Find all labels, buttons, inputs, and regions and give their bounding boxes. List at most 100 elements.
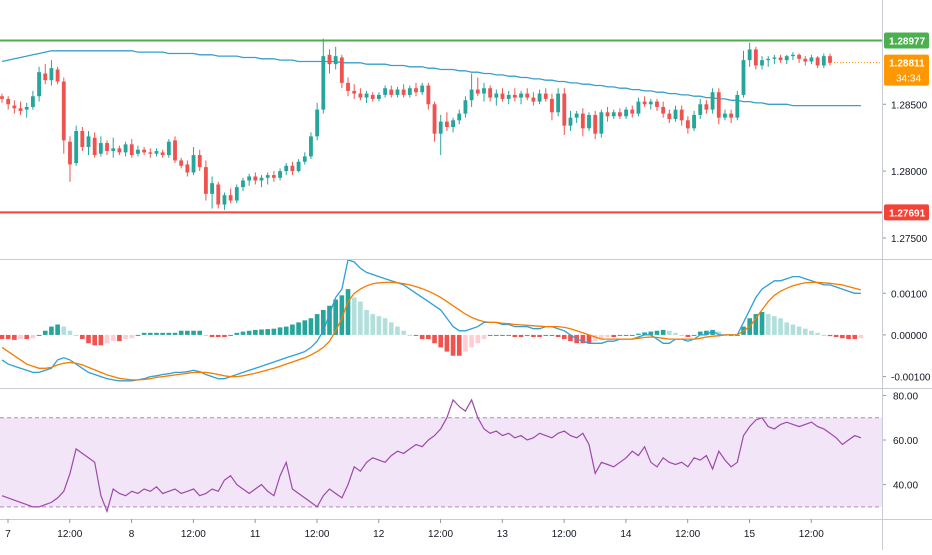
candle[interactable] <box>339 54 344 89</box>
candle[interactable] <box>123 141 128 157</box>
candle[interactable] <box>667 109 672 123</box>
candle[interactable] <box>494 89 499 106</box>
candle[interactable] <box>797 53 802 63</box>
candle[interactable] <box>685 116 690 134</box>
candle[interactable] <box>605 106 610 122</box>
candle[interactable] <box>444 112 449 131</box>
candle[interactable] <box>98 136 103 157</box>
candle[interactable] <box>43 64 48 85</box>
candle[interactable] <box>673 105 678 122</box>
candle[interactable] <box>278 168 282 181</box>
candle[interactable] <box>704 100 709 114</box>
candle[interactable] <box>49 60 54 86</box>
candle[interactable] <box>315 102 320 141</box>
candle[interactable] <box>253 172 258 185</box>
candle[interactable] <box>457 109 462 125</box>
candle[interactable] <box>197 149 202 172</box>
candle[interactable] <box>753 46 758 70</box>
candle[interactable] <box>562 88 567 136</box>
candle[interactable] <box>142 147 147 156</box>
candle[interactable] <box>247 173 252 186</box>
candle[interactable] <box>599 109 604 138</box>
candle[interactable] <box>661 101 666 118</box>
candle[interactable] <box>519 90 523 105</box>
candle[interactable] <box>716 88 721 125</box>
candle[interactable] <box>24 102 29 118</box>
candle[interactable] <box>55 66 60 85</box>
candle[interactable] <box>438 114 443 156</box>
candle[interactable] <box>543 88 548 102</box>
candle[interactable] <box>729 109 734 123</box>
candle[interactable] <box>105 140 109 156</box>
candle[interactable] <box>692 110 696 131</box>
candle[interactable] <box>500 88 505 102</box>
candle[interactable] <box>383 85 388 98</box>
candle[interactable] <box>747 42 752 67</box>
candle[interactable] <box>389 85 394 98</box>
candle[interactable] <box>377 92 381 102</box>
candle[interactable] <box>815 56 820 69</box>
candle[interactable] <box>531 92 536 106</box>
candle[interactable] <box>61 77 66 154</box>
candle[interactable] <box>37 66 41 102</box>
candle[interactable] <box>648 98 653 110</box>
candle[interactable] <box>772 54 777 65</box>
candle[interactable] <box>271 171 276 182</box>
candle[interactable] <box>778 54 783 63</box>
candle[interactable] <box>222 192 227 210</box>
candle[interactable] <box>117 145 122 156</box>
candle[interactable] <box>74 125 79 166</box>
candle[interactable] <box>327 49 332 74</box>
candle[interactable] <box>407 85 412 98</box>
candle[interactable] <box>129 139 134 158</box>
candle[interactable] <box>401 84 406 98</box>
candle[interactable] <box>469 73 474 107</box>
candle[interactable] <box>791 52 795 61</box>
candle[interactable] <box>259 175 264 188</box>
candle[interactable] <box>265 172 270 185</box>
candle[interactable] <box>6 96 11 110</box>
macd-pane[interactable]: 0.00100 0.00000 -0.00100 <box>0 259 931 384</box>
candle[interactable] <box>173 136 177 164</box>
candle[interactable] <box>550 93 554 121</box>
candle[interactable] <box>86 131 91 156</box>
candle[interactable] <box>580 108 585 137</box>
candle[interactable] <box>642 96 647 107</box>
candle[interactable] <box>216 181 221 209</box>
candle[interactable] <box>482 82 486 102</box>
candle[interactable] <box>617 108 622 119</box>
candle[interactable] <box>784 54 789 65</box>
candle[interactable] <box>611 109 616 119</box>
candle[interactable] <box>568 110 573 131</box>
candle[interactable] <box>111 137 116 158</box>
candle[interactable] <box>525 88 530 101</box>
candle[interactable] <box>290 161 295 176</box>
candle[interactable] <box>92 132 97 158</box>
candle[interactable] <box>426 82 431 110</box>
candle[interactable] <box>679 105 684 126</box>
candle[interactable] <box>593 110 598 140</box>
candle[interactable] <box>451 117 455 133</box>
candle[interactable] <box>723 109 727 121</box>
candle[interactable] <box>185 160 190 177</box>
candle[interactable] <box>655 98 659 111</box>
candle[interactable] <box>630 105 635 118</box>
candle[interactable] <box>148 148 153 158</box>
candle[interactable] <box>210 176 215 209</box>
candle[interactable] <box>0 93 4 103</box>
candle[interactable] <box>18 101 23 115</box>
candle[interactable] <box>364 90 369 103</box>
candle[interactable] <box>821 53 826 69</box>
candle[interactable] <box>166 139 171 158</box>
candle[interactable] <box>358 88 363 101</box>
candle[interactable] <box>537 89 542 105</box>
candle[interactable] <box>179 157 184 169</box>
candle[interactable] <box>309 132 313 160</box>
candle[interactable] <box>30 90 35 110</box>
candle[interactable] <box>154 148 159 157</box>
candle[interactable] <box>506 90 511 105</box>
candle[interactable] <box>760 56 764 70</box>
candle[interactable] <box>352 84 357 99</box>
candle[interactable] <box>420 82 425 95</box>
